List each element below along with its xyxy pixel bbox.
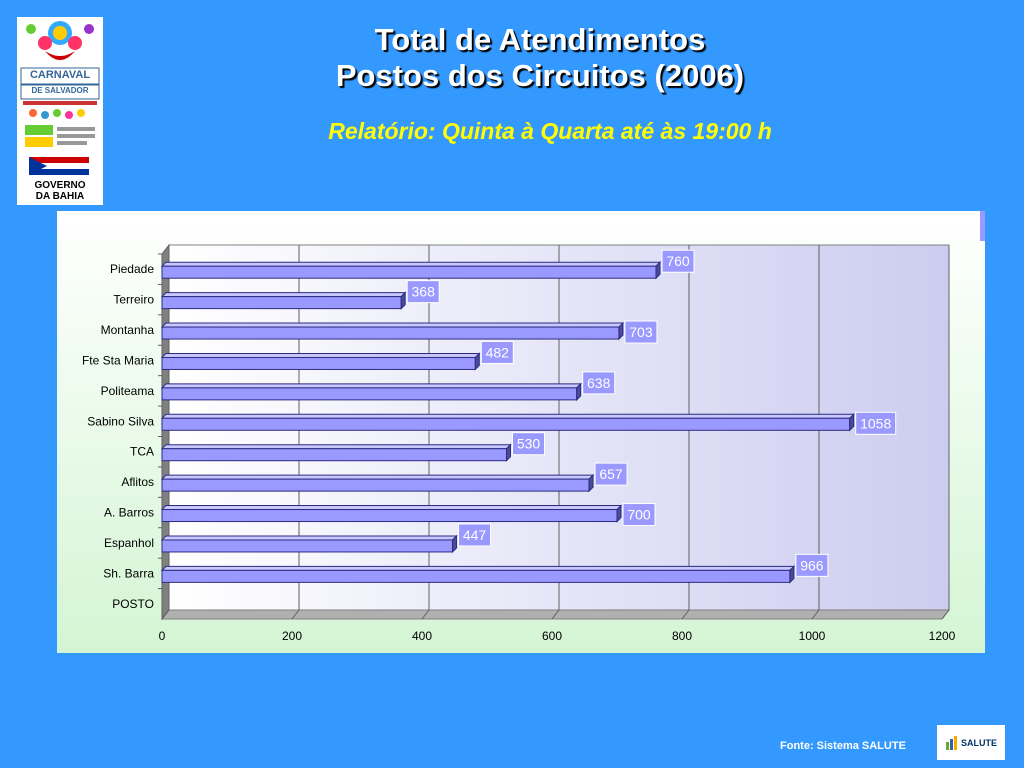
category-label: Sabino Silva [87,414,154,428]
chart-corner-mark [980,211,985,241]
chart-svg: 0 200 400 600 800 1000 1200 Piedade 760 Terreiro 3… [57,211,985,653]
slide-subtitle: Relatório: Quinta à Quarta até às 19:00 … [328,118,772,144]
bar [161,478,590,492]
bar-end [506,443,511,462]
bar-end [576,382,582,402]
data-label: 447 [463,527,487,543]
x-tick-label: 0 [159,629,166,643]
bar-end [474,352,480,371]
category-label: Piedade [110,262,154,276]
category-label: Montanha [101,323,155,337]
bar [161,569,791,583]
bar-top [160,535,458,541]
bar-top [160,474,595,480]
x-tick-label: 1200 [929,629,956,643]
data-label-box [406,280,440,304]
data-label: 530 [517,436,541,452]
data-label-box [480,340,514,364]
floor-gridline [421,609,430,620]
bar-end [618,321,624,341]
bar-top [160,352,481,358]
bar [161,326,620,340]
bar-end [789,565,795,584]
logo-text-salvador: DE SALVADOR [31,86,89,95]
data-label: 1058 [860,415,891,431]
category-label: Aflitos [121,475,154,489]
data-label: 700 [627,507,651,523]
bar-end [616,504,622,523]
carnaval-logo-art [20,21,100,175]
salute-logo: SALUTE [937,725,1005,760]
bar [161,539,454,553]
bar-end [452,534,458,554]
data-label-box [661,249,695,273]
bar-end [400,291,406,310]
title-line-2: Postos dos Circuitos (2006) [335,58,745,93]
bar-top [160,565,796,571]
floor-gridline [941,609,950,620]
data-label-box [458,523,492,547]
logo-text-bahia: DA BAHIA [35,191,85,202]
carnaval-governo-logo: CARNAVAL DE SALVADOR GOVERNO DA BAHIA [17,17,103,205]
data-label-box [512,432,545,456]
floor-gridline [291,609,300,620]
x-tick-label: 400 [412,629,432,643]
bar [161,448,507,462]
floor-gridline [161,609,170,620]
source-note: Fonte: Sistema SALUTE [780,740,906,752]
category-label: POSTO [112,597,154,611]
data-label: 657 [599,466,623,482]
bar-top [160,505,623,511]
data-label: 760 [666,253,690,269]
floor-gridline [811,609,820,620]
category-label: A. Barros [104,506,154,520]
data-label: 703 [629,324,653,340]
logo-text-governo: GOVERNO [34,180,86,191]
bar [161,387,578,401]
data-label-box [855,411,897,435]
salute-icon [946,735,957,750]
bar-top [160,383,582,389]
bar [161,296,402,310]
bar-end [849,413,855,432]
data-label-box [795,553,829,577]
logo-text-carnaval: CARNAVAL [29,69,91,81]
bar [161,356,476,370]
bar-top [160,413,855,419]
x-tick-label: 600 [542,629,562,643]
salute-logo-text: SALUTE [961,737,997,748]
data-label: 966 [800,557,824,573]
bar-top [160,292,407,298]
bar [161,417,851,431]
x-tick-label: 800 [672,629,692,643]
category-label: Terreiro [113,293,154,307]
category-label: Fte Sta Maria [82,353,154,367]
bar-top [160,444,512,450]
category-label: TCA [130,445,154,459]
data-label-box [594,462,628,486]
bar-chart: 0 200 400 600 800 1000 1200 Piedade 760 Terreiro 3… [57,211,985,653]
title-line-1: Total de Atendimentos [374,22,706,57]
category-label: Politeama [101,384,155,398]
x-tick-label: 1000 [799,629,826,643]
bar-top [160,261,662,267]
data-label-box [622,503,656,527]
bar-end [655,261,661,280]
floor-gridline [551,609,560,620]
floor-gridline [681,609,690,620]
bar-end [588,473,594,493]
category-label: Espanhol [104,536,154,550]
data-label-box [624,320,658,344]
data-label: 482 [486,344,510,360]
slide-title: Total de Atendimentos Postos dos Circuit… [140,22,940,94]
data-label: 368 [412,284,436,300]
category-label: Sh. Barra [103,566,154,580]
bar [161,265,657,279]
data-label-box [582,371,616,395]
bar-top [160,322,625,328]
data-label: 638 [587,375,611,391]
bar [161,509,618,523]
x-tick-label: 200 [282,629,302,643]
